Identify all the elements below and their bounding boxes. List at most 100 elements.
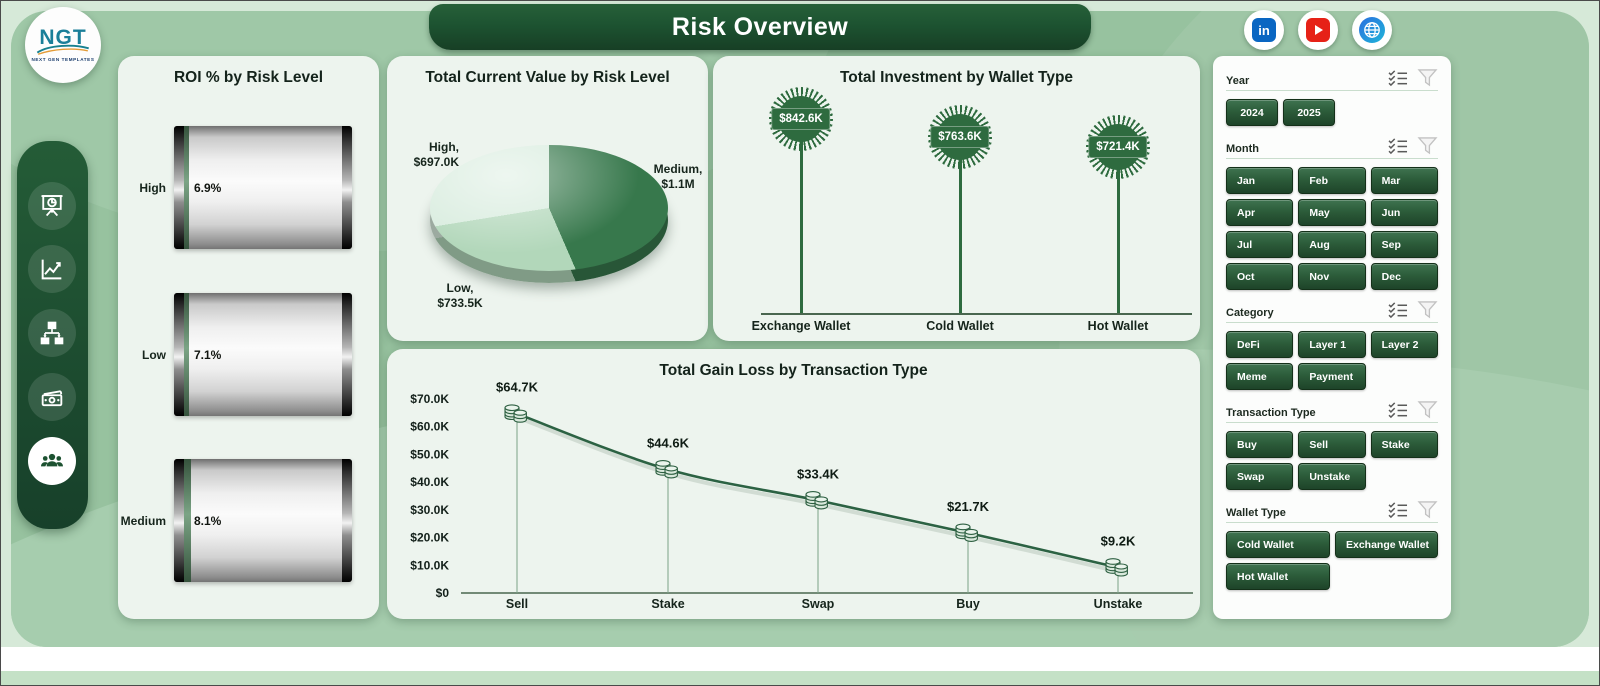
battery-gauge: 7.1% <box>174 293 352 416</box>
youtube-icon[interactable] <box>1298 10 1338 50</box>
y-tick-label: $60.0K <box>410 420 449 434</box>
filter-option-sell[interactable]: Sell <box>1298 431 1366 458</box>
filter-option-jun[interactable]: Jun <box>1370 199 1438 226</box>
filter-option-meme[interactable]: Meme <box>1226 363 1294 390</box>
category-label: High <box>139 180 166 195</box>
select-all-icon[interactable] <box>1388 301 1409 319</box>
filter-option-payment[interactable]: Payment <box>1298 363 1366 390</box>
hierarchy-glyph <box>40 321 64 345</box>
y-tick-label: $40.0K <box>410 475 449 489</box>
nav-presentation-chart-icon[interactable] <box>28 182 76 230</box>
filter-option-swap[interactable]: Swap <box>1226 463 1294 490</box>
select-all-icon[interactable] <box>1388 137 1409 155</box>
filter-option-feb[interactable]: Feb <box>1298 167 1366 194</box>
data-label: $21.7K <box>947 499 990 514</box>
clear-filter-icon[interactable] <box>1417 136 1438 155</box>
youtube-glyph <box>1306 18 1330 42</box>
slicer-options: Buy Sell Stake Swap Unstake <box>1226 431 1438 490</box>
clear-filter-icon[interactable] <box>1417 400 1438 419</box>
filter-option-2025[interactable]: 2025 <box>1283 99 1335 126</box>
filter-option-unstake[interactable]: Unstake <box>1298 463 1366 490</box>
linkedin-icon[interactable]: in <box>1244 10 1284 50</box>
lollipop-stem <box>799 119 803 313</box>
lollipop-stem <box>1116 147 1120 313</box>
slicer-wallet-type: Wallet Type Cold Wallet Exchange Wallet Ho… <box>1226 500 1438 590</box>
y-tick-label: $10.0K <box>410 558 449 572</box>
value-label: 6.9% <box>194 180 222 195</box>
clear-filter-icon[interactable] <box>1417 500 1438 519</box>
filter-option-layer-1[interactable]: Layer 1 <box>1298 331 1366 358</box>
clear-filter-icon[interactable] <box>1417 68 1438 87</box>
category-label: Medium <box>120 513 166 528</box>
category-label: Low <box>142 347 166 362</box>
investment-lollipop-card: Total Investment by Wallet Type $842.6K … <box>713 56 1200 341</box>
nav-trend-line-icon[interactable] <box>28 245 76 293</box>
nav-cash-icon[interactable] <box>28 373 76 421</box>
filter-option-may[interactable]: May <box>1298 199 1366 226</box>
slicer-options: Cold Wallet Exchange Wallet Hot Wallet <box>1226 531 1438 590</box>
category-label: Hot Wallet <box>1087 319 1149 333</box>
page-title: Risk Overview <box>671 12 849 41</box>
slicer-label: Category <box>1226 307 1274 319</box>
slicer-label: Wallet Type <box>1226 507 1286 519</box>
data-label: $763.6K <box>930 126 990 148</box>
nav-people-icon[interactable] <box>28 437 76 485</box>
filter-option-layer-2[interactable]: Layer 2 <box>1370 331 1438 358</box>
current-value-pie-card: Total Current Value by Risk Level High, … <box>387 56 708 341</box>
trend-line-glyph <box>41 259 62 280</box>
social-links: in <box>1244 10 1392 50</box>
logo-swoosh-icon <box>36 44 89 55</box>
pie-callout-medium: Medium, $1.1M <box>653 162 703 191</box>
select-all-icon[interactable] <box>1388 501 1409 519</box>
lollipop-chart: $842.6K Exchange Wallet $763.6K Cold Wal… <box>713 56 1200 341</box>
filter-option-buy[interactable]: Buy <box>1226 431 1294 458</box>
filter-option-apr[interactable]: Apr <box>1226 199 1294 226</box>
coin-stack-icon <box>805 491 828 510</box>
y-tick-label: $50.0K <box>410 447 449 461</box>
filter-option-aug[interactable]: Aug <box>1298 231 1366 258</box>
presentation-chart-glyph <box>41 195 63 217</box>
battery-fill <box>184 293 189 416</box>
data-label: $9.2K <box>1101 534 1136 549</box>
slicer-label: Month <box>1226 143 1259 155</box>
filter-option-nov[interactable]: Nov <box>1298 263 1366 290</box>
pie-callout-high: High, $697.0K <box>413 140 459 169</box>
filter-option-defi[interactable]: DeFi <box>1226 331 1294 358</box>
data-label: $842.6K <box>771 108 831 130</box>
globe-glyph <box>1359 17 1385 43</box>
battery-fill <box>184 459 191 582</box>
value-label: 7.1% <box>194 347 222 362</box>
battery-gauge: 6.9% <box>174 126 352 249</box>
filter-option-2024[interactable]: 2024 <box>1226 99 1278 126</box>
data-label: $33.4K <box>797 466 840 481</box>
nav-hierarchy-icon[interactable] <box>28 309 76 357</box>
filter-option-sep[interactable]: Sep <box>1370 231 1438 258</box>
filter-option-hot-wallet[interactable]: Hot Wallet <box>1226 563 1330 590</box>
category-label: Unstake <box>1094 597 1143 611</box>
clear-filter-icon[interactable] <box>1417 300 1438 319</box>
filter-option-jul[interactable]: Jul <box>1226 231 1294 258</box>
nav-sidebar <box>17 141 88 529</box>
filter-option-jan[interactable]: Jan <box>1226 167 1294 194</box>
battery-row: Medium 8.1% <box>118 459 379 582</box>
category-label: Buy <box>956 597 980 611</box>
slicer-year: Year 2024 2025 <box>1226 68 1438 126</box>
coin-stack-icon <box>1105 558 1128 577</box>
select-all-icon[interactable] <box>1388 401 1409 419</box>
coin-stack-icon <box>955 523 978 542</box>
y-tick-label: $20.0K <box>410 531 449 545</box>
filter-option-dec[interactable]: Dec <box>1370 263 1438 290</box>
filter-option-stake[interactable]: Stake <box>1370 431 1438 458</box>
category-label: Sell <box>506 597 528 611</box>
pie-chart <box>430 145 668 271</box>
select-all-icon[interactable] <box>1388 69 1409 87</box>
footer-strip <box>1 647 1599 671</box>
chart-title-pie: Total Current Value by Risk Level <box>425 69 670 86</box>
ngt-logo: NGT NEXT GEN TEMPLATES <box>25 7 101 83</box>
filter-option-exchange-wallet[interactable]: Exchange Wallet <box>1335 531 1438 558</box>
filter-option-cold-wallet[interactable]: Cold Wallet <box>1226 531 1330 558</box>
filter-option-mar[interactable]: Mar <box>1370 167 1438 194</box>
filter-option-oct[interactable]: Oct <box>1226 263 1294 290</box>
website-globe-icon[interactable] <box>1352 10 1392 50</box>
